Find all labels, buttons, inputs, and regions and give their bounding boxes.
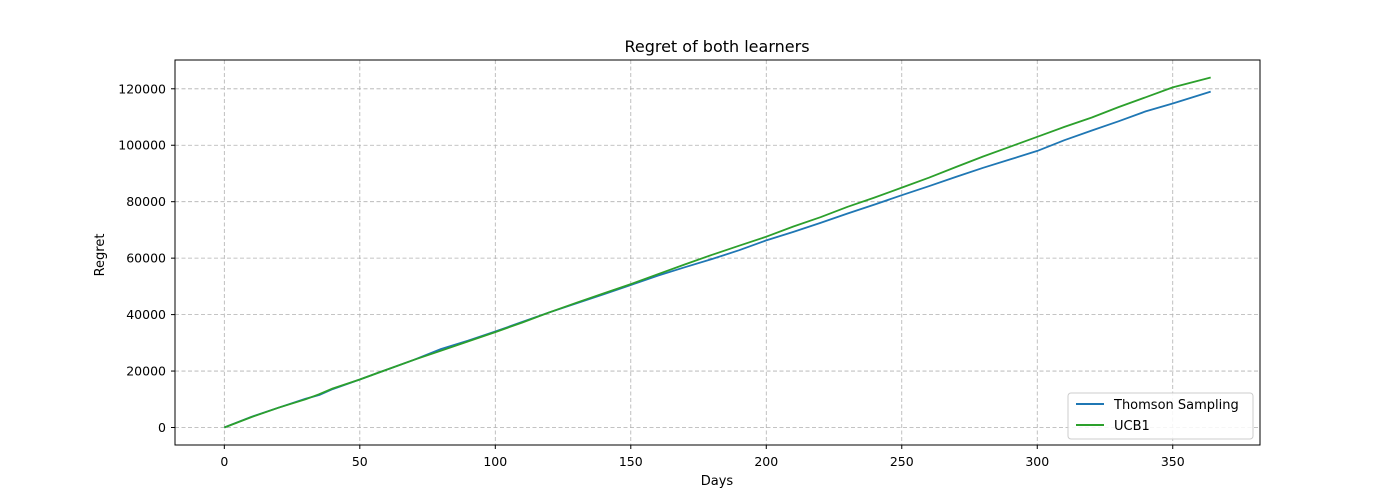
legend-label-ucb1: UCB1 bbox=[1114, 419, 1150, 434]
grid-layer bbox=[175, 60, 1260, 445]
x-tick-label: 100 bbox=[483, 454, 507, 469]
series-line-ucb1 bbox=[223, 76, 1211, 429]
legend-box bbox=[1067, 392, 1254, 440]
x-tick-label: 350 bbox=[1161, 454, 1185, 469]
x-tick-label: 50 bbox=[352, 454, 368, 469]
x-tick-label: 0 bbox=[220, 454, 228, 469]
series-line-thomson-sampling bbox=[223, 90, 1211, 429]
x-tick-label: 150 bbox=[619, 454, 643, 469]
series-layer bbox=[223, 76, 1211, 429]
chart-title: Regret of both learners bbox=[624, 37, 809, 56]
tick-layer: 0 50 100 150 200 250 300 350 0 20000 40000 60000 800… bbox=[118, 81, 1184, 469]
y-tick-label: 120000 bbox=[118, 81, 166, 96]
y-axis-label: Regret bbox=[93, 234, 108, 277]
x-tick-label: 200 bbox=[754, 454, 778, 469]
y-tick-label: 100000 bbox=[118, 138, 166, 153]
y-tick-label: 20000 bbox=[126, 364, 166, 379]
y-tick-label: 80000 bbox=[126, 194, 166, 209]
y-tick-label: 0 bbox=[158, 420, 166, 435]
x-tick-label: 300 bbox=[1025, 454, 1049, 469]
plot-frame bbox=[174, 59, 1261, 446]
y-tick-label: 40000 bbox=[126, 307, 166, 322]
legend: Thomson Sampling UCB1 bbox=[1067, 392, 1254, 440]
legend-label-thomson-sampling: Thomson Sampling bbox=[1113, 398, 1239, 413]
x-tick-label: 250 bbox=[890, 454, 914, 469]
x-axis-label: Days bbox=[701, 474, 734, 489]
y-tick-label: 60000 bbox=[126, 251, 166, 266]
